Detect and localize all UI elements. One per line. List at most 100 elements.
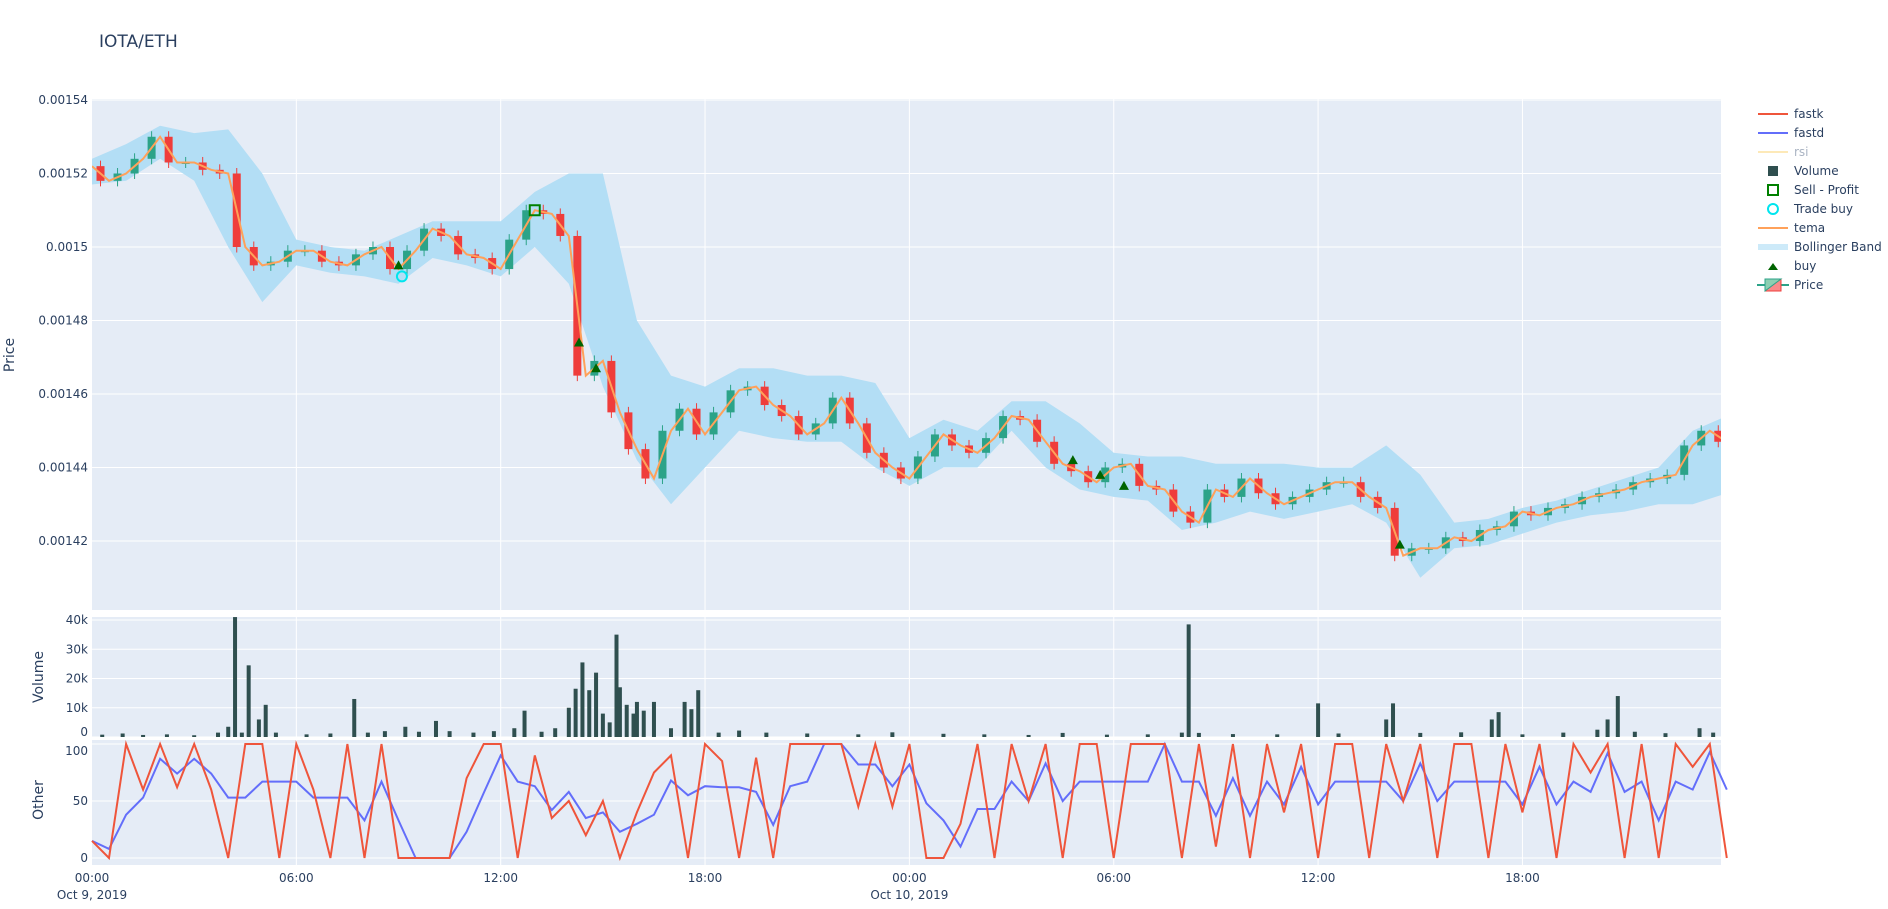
legend-label: Trade buy <box>1794 201 1853 216</box>
volume-bar <box>553 728 558 737</box>
price-axis-title: Price <box>2 338 18 372</box>
volume-bar <box>1663 733 1668 737</box>
volume-bar <box>624 704 629 737</box>
volume-bar <box>617 687 622 737</box>
volume-bar <box>522 710 527 737</box>
volume-bar <box>512 728 517 737</box>
legend-label: Bollinger Band <box>1794 239 1882 254</box>
x-tick-label: 00:00 <box>892 871 927 885</box>
volume-bar <box>382 731 387 737</box>
sell-profit-marker <box>528 204 541 217</box>
x-tick-date: Oct 9, 2019 <box>57 888 127 902</box>
y-tick-label: 0.00144 <box>38 461 88 475</box>
buy-marker <box>591 363 602 373</box>
y-tick-label: 0.00154 <box>38 93 88 107</box>
legend-item-price[interactable]: Price <box>1756 275 1882 294</box>
line-fastk-icon <box>1758 112 1788 115</box>
y-tick-label: 30k <box>66 642 88 656</box>
buy-marker <box>1067 455 1078 465</box>
volume-bar <box>1104 734 1109 737</box>
volume-bar <box>805 733 810 737</box>
volume-bar <box>216 732 221 737</box>
volume-bar <box>600 713 605 737</box>
volume-bar <box>1186 624 1191 737</box>
volume-bar <box>433 720 438 737</box>
volume-bar <box>447 731 452 737</box>
y-tick-label: 10k <box>66 701 88 715</box>
volume-bar <box>641 710 646 737</box>
legend-item-sell-profit[interactable]: Sell - Profit <box>1756 180 1882 199</box>
volume-bar <box>403 726 408 737</box>
volume-bar <box>471 732 476 737</box>
legend-item-rsi[interactable]: rsi <box>1756 142 1882 161</box>
buy-marker <box>1118 480 1129 490</box>
volume-bar <box>634 701 639 737</box>
trade-buy-marker <box>395 270 408 283</box>
volume-bar <box>246 665 251 737</box>
volume-bar <box>304 734 309 737</box>
legend-item-tema[interactable]: tema <box>1756 218 1882 237</box>
volume-bar <box>352 698 357 737</box>
volume-bar <box>1496 712 1501 737</box>
volume-bar <box>689 709 694 737</box>
volume-bar <box>607 722 612 737</box>
volume-bar <box>737 730 742 737</box>
volume-bar <box>141 734 146 737</box>
volume-bar <box>631 713 636 737</box>
volume-bar <box>566 707 571 737</box>
volume-bar <box>1615 696 1620 737</box>
x-tick-date: Oct 10, 2019 <box>870 888 948 902</box>
y-tick-label: 50 <box>73 794 88 808</box>
line-fastd-icon <box>1758 131 1788 134</box>
volume-bar <box>1316 703 1321 737</box>
legend-item-fastk[interactable]: fastk <box>1756 104 1882 123</box>
buy-marker <box>574 337 585 347</box>
volume-bar <box>1391 703 1396 737</box>
volume-bar <box>164 734 169 737</box>
volume-bar <box>580 662 585 737</box>
volume-bar <box>668 728 673 737</box>
volume-bar <box>982 734 987 737</box>
volume-panel <box>92 617 1721 737</box>
other-axis-title: Other <box>31 780 47 820</box>
volume-bar <box>263 704 268 737</box>
bollinger-band <box>92 125 1721 578</box>
legend-item-fastd[interactable]: fastd <box>1756 123 1882 142</box>
volume-bar <box>1711 732 1716 737</box>
volume-bar <box>1336 733 1341 737</box>
volume-bar <box>941 733 946 737</box>
volume-bar <box>1632 731 1637 737</box>
volume-bar <box>614 634 619 737</box>
band-fill-icon <box>1758 243 1788 250</box>
legend-item-buy[interactable]: buy <box>1756 256 1882 275</box>
price-plot <box>92 125 1721 578</box>
y-tick-label: 0 <box>80 851 88 865</box>
volume-bar <box>226 726 231 737</box>
buy-marker <box>393 260 404 270</box>
legend-item-trade-buy[interactable]: Trade buy <box>1756 199 1882 218</box>
volume-bar <box>365 732 370 737</box>
y-tick-label: 0 <box>80 725 88 739</box>
fastk-line <box>91 740 1728 862</box>
x-tick-label: 18:00 <box>1505 871 1540 885</box>
y-tick-label: 40k <box>66 613 88 627</box>
volume-bar <box>239 732 244 737</box>
candlestick-icon <box>1757 278 1789 292</box>
volume-bar <box>1605 719 1610 737</box>
volume-bar <box>856 734 861 737</box>
legend-item-bollinger-band[interactable]: Bollinger Band <box>1756 237 1882 256</box>
y-tick-label: 20k <box>66 672 88 686</box>
fastd-line <box>91 741 1728 859</box>
volume-bar <box>328 733 333 737</box>
square-filled-icon <box>1768 165 1778 176</box>
y-tick-label: 0.00148 <box>38 314 88 328</box>
y-tick-label: 0.00152 <box>38 167 88 181</box>
volume-bar <box>1179 732 1184 737</box>
volume-bar <box>1697 728 1702 737</box>
legend-item-volume[interactable]: Volume <box>1756 161 1882 180</box>
legend-label: Sell - Profit <box>1794 182 1859 197</box>
volume-bar <box>1275 734 1280 737</box>
y-tick-label: 0.0015 <box>46 240 88 254</box>
y-tick-label: 0.00146 <box>38 387 88 401</box>
